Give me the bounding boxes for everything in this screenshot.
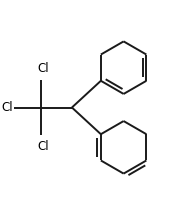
Text: Cl: Cl [37, 140, 49, 153]
Text: Cl: Cl [37, 62, 49, 75]
Text: Cl: Cl [1, 101, 13, 114]
